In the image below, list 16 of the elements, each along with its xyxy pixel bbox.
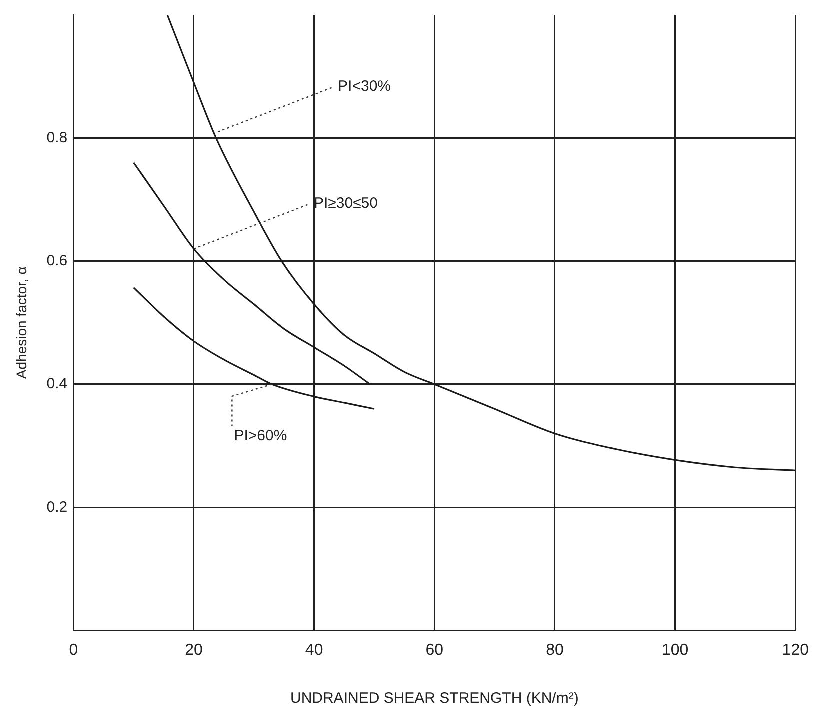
annotation: PI≥30≤50: [314, 195, 378, 212]
y-tick-label: 0.4: [46, 376, 68, 393]
x-tick-label: 0: [69, 642, 78, 659]
x-tick-label: 120: [782, 642, 810, 659]
y-tick-label: 0.6: [46, 252, 68, 270]
x-tick-label: 100: [662, 642, 689, 659]
annotation: PI<30%: [338, 78, 392, 96]
x-tick-label: 60: [426, 642, 444, 659]
x-axis-title: UNDRAINED SHEAR STRENGTH (KN/m²): [290, 690, 579, 708]
y-tick-label: 0.2: [46, 498, 68, 516]
x-tick-label: 40: [305, 642, 324, 659]
y-tick-label: 0.8: [46, 129, 68, 146]
y-axis-title: Adhesion factor, α: [13, 266, 30, 380]
annotation: PI>60%: [234, 428, 288, 445]
x-tick-label: 80: [546, 642, 564, 659]
x-tick-label: 20: [185, 642, 203, 659]
